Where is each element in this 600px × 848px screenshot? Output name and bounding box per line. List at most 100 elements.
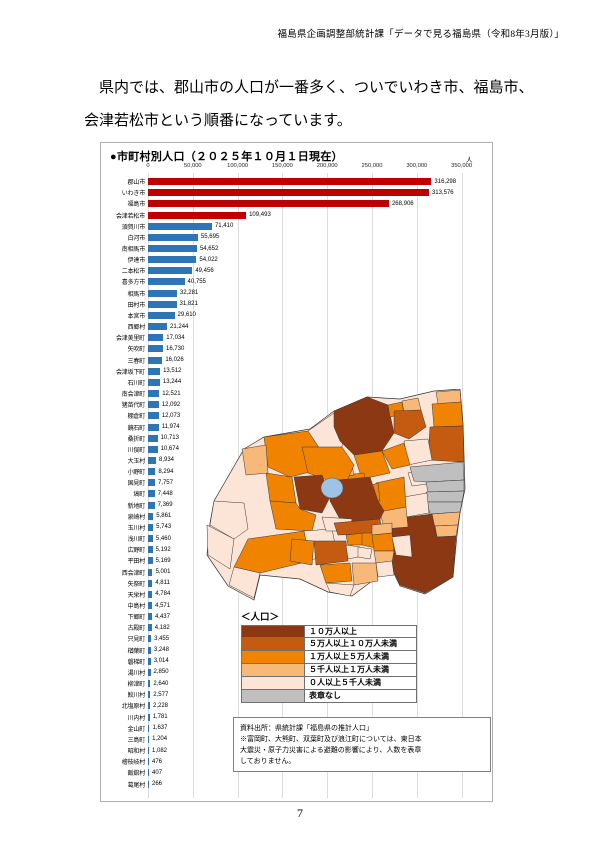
municipality-label: 矢吹町: [127, 347, 146, 354]
population-chart-box: ●市町村別人口（２０２５年１０月１日現在） 人 0 50,000 100,000 15…: [100, 142, 493, 802]
population-value: 4,437: [154, 613, 170, 620]
bar-row: いわき市 313,576: [103, 187, 490, 198]
municipality-label: 川内村: [127, 715, 146, 722]
population-bar: [148, 390, 160, 398]
population-value: 3,455: [154, 635, 170, 642]
municipality-label: 中島村: [127, 604, 146, 611]
population-bar: [148, 657, 151, 665]
bar-row: 三春町 16,026: [103, 355, 490, 366]
municipality-label: 桑折町: [127, 436, 146, 443]
population-bar: [148, 691, 151, 699]
bar-row: 泉崎村 5,861: [103, 511, 490, 522]
population-value: 407: [152, 769, 163, 776]
population-value: 1,781: [152, 714, 168, 721]
municipality-label: 昭和村: [127, 749, 146, 756]
bar-row: 矢吹町 16,730: [103, 343, 490, 354]
population-value: 40,755: [187, 278, 206, 285]
bar-row: 矢祭町 4,811: [103, 578, 490, 589]
municipality-label: 川俣町: [127, 447, 146, 454]
population-value: 55,695: [200, 234, 220, 241]
map-region: [241, 444, 269, 476]
population-bar: [148, 334, 164, 342]
source-note-line: ※富岡町、大熊町、双葉町及び浪江町については、東日本: [240, 736, 422, 743]
municipality-label: 広野町: [127, 548, 146, 555]
source-note-line: 資料出所：県統計課「福島県の推計人口」: [240, 725, 373, 732]
bar-row: 塙町 7,448: [103, 488, 490, 499]
population-bar: [148, 412, 159, 420]
population-bar: [148, 523, 154, 531]
municipality-label: 西会津町: [121, 570, 145, 577]
population-bar: [148, 345, 163, 353]
population-value: 31,821: [179, 301, 198, 308]
map-region: [289, 538, 315, 566]
municipality-label: 鮫川村: [127, 693, 146, 700]
bar-row: 石川町 13,244: [103, 377, 490, 388]
bar-chart-rows: 郡山市 316,298 いわき市 313,576 福島市 268,906 会津若松市 109,…: [103, 176, 490, 790]
population-value: 54,652: [199, 245, 219, 252]
population-value: 13,244: [162, 379, 182, 386]
lake-inawashiro: [320, 477, 344, 499]
municipality-label: 本宮市: [127, 313, 146, 320]
municipality-label: 国見町: [127, 481, 146, 488]
population-value: 3,248: [153, 647, 169, 654]
bar-row: 昭和村 1,082: [103, 745, 490, 756]
population-value: 1,082: [152, 747, 168, 754]
legend-row: 表章なし: [241, 690, 417, 703]
population-bar: [148, 367, 161, 375]
bar-row: 湯川村 2,850: [103, 667, 490, 678]
map-region: [269, 500, 317, 532]
municipality-label: 福島市: [127, 202, 146, 209]
map-legend: ＜人口＞ １０万人以上 ５万人以上１０万人未満 １万人以上５万人未満 ５千人以上１万人…: [241, 609, 417, 703]
map-region: [353, 450, 391, 480]
gridline: [192, 173, 194, 798]
population-bar: [148, 289, 177, 297]
municipality-label: 石川町: [127, 380, 146, 387]
map-region: [391, 534, 413, 558]
bar-row: 中島村 4,571: [103, 600, 490, 611]
population-bar: [148, 512, 154, 520]
legend-label: ５万人以上１０万人未満: [305, 638, 417, 651]
population-value: 16,026: [165, 357, 184, 364]
population-bar: [148, 568, 153, 576]
municipality-label: 相馬市: [127, 291, 146, 298]
population-value: 5,743: [156, 524, 172, 531]
municipality-label: 鏡石町: [127, 425, 146, 432]
legend-swatch: [241, 677, 305, 690]
population-bar: [148, 624, 152, 632]
municipality-label: 南会津町: [121, 392, 145, 399]
municipality-label: 南相馬市: [121, 247, 145, 254]
map-region: [209, 500, 249, 540]
municipality-label: 新地町: [127, 503, 146, 510]
population-value: 7,448: [157, 490, 173, 497]
map-region: [351, 562, 379, 586]
municipality-label: 二本松市: [121, 269, 145, 276]
municipality-label: 平田村: [127, 559, 146, 566]
municipality-label: 大玉村: [127, 458, 146, 465]
population-value: 8,294: [158, 468, 174, 475]
municipality-label: 只見町: [127, 637, 146, 644]
municipality-label: 喜多方市: [121, 280, 145, 287]
population-value: 17,034: [166, 334, 185, 341]
population-value: 10,713: [160, 435, 179, 442]
map-region: [325, 582, 355, 597]
population-value: 476: [152, 758, 163, 765]
bar-row: 須賀川市 71,410: [103, 221, 490, 232]
population-bar: [148, 278, 185, 286]
population-value: 32,281: [179, 290, 199, 297]
axis-tick-label: 100,000: [227, 163, 249, 169]
population-value: 5,001: [155, 569, 171, 576]
population-value: 313,576: [431, 189, 454, 196]
bar-row: 福島市 268,906: [103, 198, 490, 209]
population-value: 8,934: [159, 457, 175, 464]
population-bar: [148, 501, 155, 509]
axis-unit-label: 人: [466, 157, 473, 164]
bar-row: 浅川町 5,460: [103, 533, 490, 544]
bar-row: 西郷村 21,244: [103, 321, 490, 332]
municipality-label: 三島町: [127, 737, 146, 744]
bar-row: 会津坂下町 13,512: [103, 366, 490, 377]
axis-tick-label: 250,000: [361, 163, 383, 169]
legend-swatch: [241, 625, 305, 638]
bar-row: 南相馬市 54,652: [103, 243, 490, 254]
legend-row: ０人以上５千人未満: [241, 677, 417, 690]
population-bar: [148, 747, 149, 755]
